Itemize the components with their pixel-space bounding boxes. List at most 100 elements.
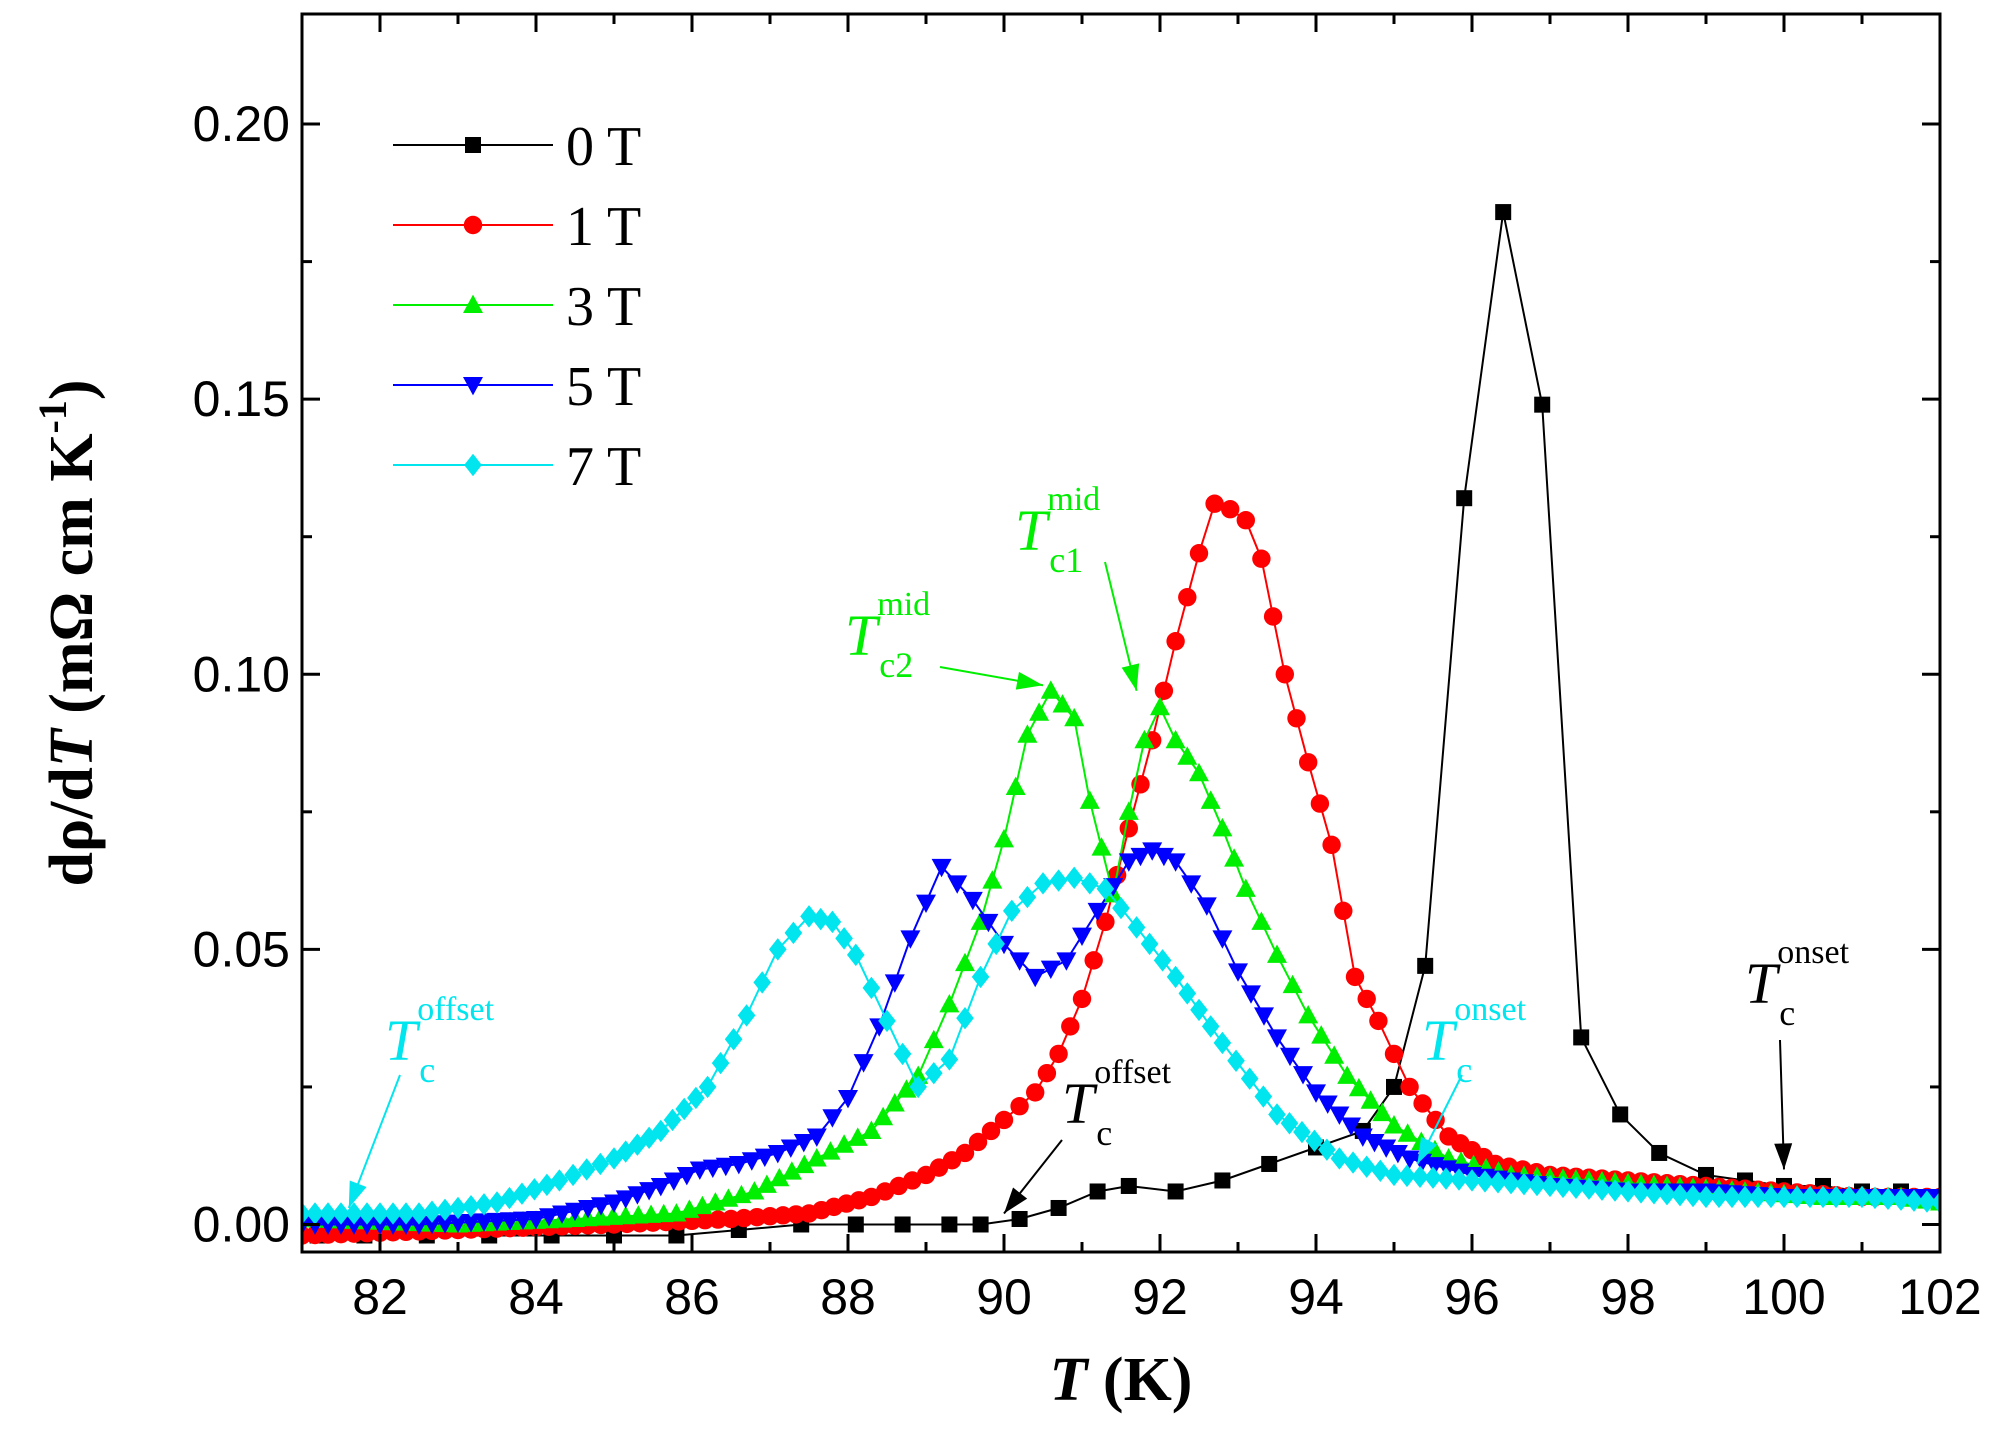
data-point: [1227, 1049, 1245, 1072]
annotation-arrow-head: [348, 1180, 367, 1208]
data-point: [1426, 1110, 1445, 1130]
data-point: [331, 1216, 351, 1235]
data-point: [652, 1119, 670, 1143]
legend-marker: [464, 453, 482, 477]
data-point: [345, 1202, 363, 1225]
data-point: [1112, 896, 1130, 920]
data-point: [1087, 902, 1108, 922]
data-point: [1580, 1177, 1598, 1200]
data-point: [823, 910, 842, 934]
data-point: [695, 1211, 715, 1230]
data-point: [1178, 982, 1197, 1005]
data-point: [987, 932, 1005, 956]
data-point: [1190, 998, 1208, 1022]
data-point: [1091, 837, 1112, 856]
data-point: [1411, 1165, 1429, 1189]
data-point: [1178, 588, 1197, 607]
data-point: [1905, 1189, 1923, 1212]
data-point: [371, 1202, 389, 1225]
y-tick-label: 0.00: [193, 1196, 290, 1252]
legend-label: 3 T: [566, 276, 641, 338]
data-point: [1166, 632, 1185, 651]
data-point: [1267, 1029, 1287, 1048]
data-point: [822, 1109, 843, 1128]
data-point: [956, 1006, 974, 1030]
data-point: [1515, 1172, 1533, 1196]
data-point: [1049, 869, 1068, 892]
data-point: [1081, 872, 1099, 895]
data-point: [358, 1202, 376, 1225]
series-3t: [302, 680, 1940, 1233]
data-point: [487, 1212, 507, 1232]
data-point: [1606, 1179, 1624, 1202]
data-point: [1089, 1183, 1106, 1200]
data-point: [1306, 1084, 1326, 1103]
data-point: [835, 927, 853, 950]
legend-item: 3 T: [393, 276, 641, 338]
annotation-arrow-head: [1417, 1136, 1438, 1164]
data-point: [1541, 1174, 1559, 1198]
series-7t: [302, 866, 1940, 1225]
data-point: [1528, 1173, 1546, 1197]
data-point: [1196, 897, 1217, 916]
data-point: [1018, 885, 1037, 909]
data-point: [784, 921, 803, 945]
data-point: [1011, 1210, 1028, 1227]
data-point: [1177, 746, 1198, 765]
data-point: [1298, 1005, 1319, 1024]
data-point: [971, 965, 990, 989]
annotation-arrow-head: [1015, 671, 1043, 690]
data-point: [1293, 1066, 1313, 1085]
legend-item: 1 T: [393, 196, 641, 258]
data-point: [1311, 1025, 1332, 1044]
y-axis-title: dρ/dT (mΩ cm K-1): [30, 379, 106, 886]
data-point: [1352, 1128, 1373, 1147]
legend-label: 5 T: [566, 356, 641, 418]
data-point: [436, 1198, 454, 1222]
data-point: [1040, 960, 1061, 980]
data-point: [1612, 1106, 1629, 1123]
data-point: [893, 1042, 912, 1066]
data-point: [756, 1174, 777, 1193]
data-point: [838, 1089, 858, 1109]
data-point: [947, 875, 968, 894]
data-point: [1181, 875, 1202, 894]
data-point: [577, 1158, 596, 1181]
y-tick-label: 0.15: [193, 371, 290, 427]
data-point: [715, 1157, 736, 1177]
data-point: [769, 938, 787, 961]
data-point: [1275, 665, 1295, 684]
data-point: [1034, 872, 1052, 895]
data-point: [305, 1225, 325, 1245]
data-point: [1384, 1115, 1404, 1134]
data-point: [1221, 500, 1240, 519]
data-point: [1153, 847, 1174, 867]
data-point: [1788, 1185, 1806, 1209]
data-point: [820, 1141, 841, 1160]
x-tick-label: 102: [1898, 1269, 1981, 1325]
legend-marker: [463, 215, 483, 235]
data-point: [1364, 1133, 1385, 1153]
data-point: [538, 1173, 556, 1197]
data-point: [1322, 835, 1341, 855]
data-point: [1385, 1163, 1403, 1187]
annotation-arrow-head: [1121, 663, 1140, 691]
data-point: [1463, 1169, 1481, 1192]
data-point: [769, 1167, 790, 1187]
legend: 0 T 1 T 3 T 5 T 7 T: [393, 116, 641, 498]
data-point: [435, 1215, 455, 1234]
data-point: [955, 1143, 975, 1163]
data-point: [711, 1051, 730, 1075]
data-point: [1387, 1144, 1408, 1164]
data-point: [1280, 1112, 1299, 1135]
data-point: [1476, 1170, 1494, 1193]
data-point: [1341, 1117, 1362, 1136]
data-point: [318, 1216, 338, 1235]
data-point: [1360, 1090, 1381, 1109]
data-point: [1118, 853, 1139, 872]
data-point: [1417, 957, 1434, 974]
data-point: [941, 1216, 958, 1233]
data-point: [422, 1215, 442, 1235]
data-point: [1029, 702, 1050, 721]
data-point: [994, 828, 1014, 848]
